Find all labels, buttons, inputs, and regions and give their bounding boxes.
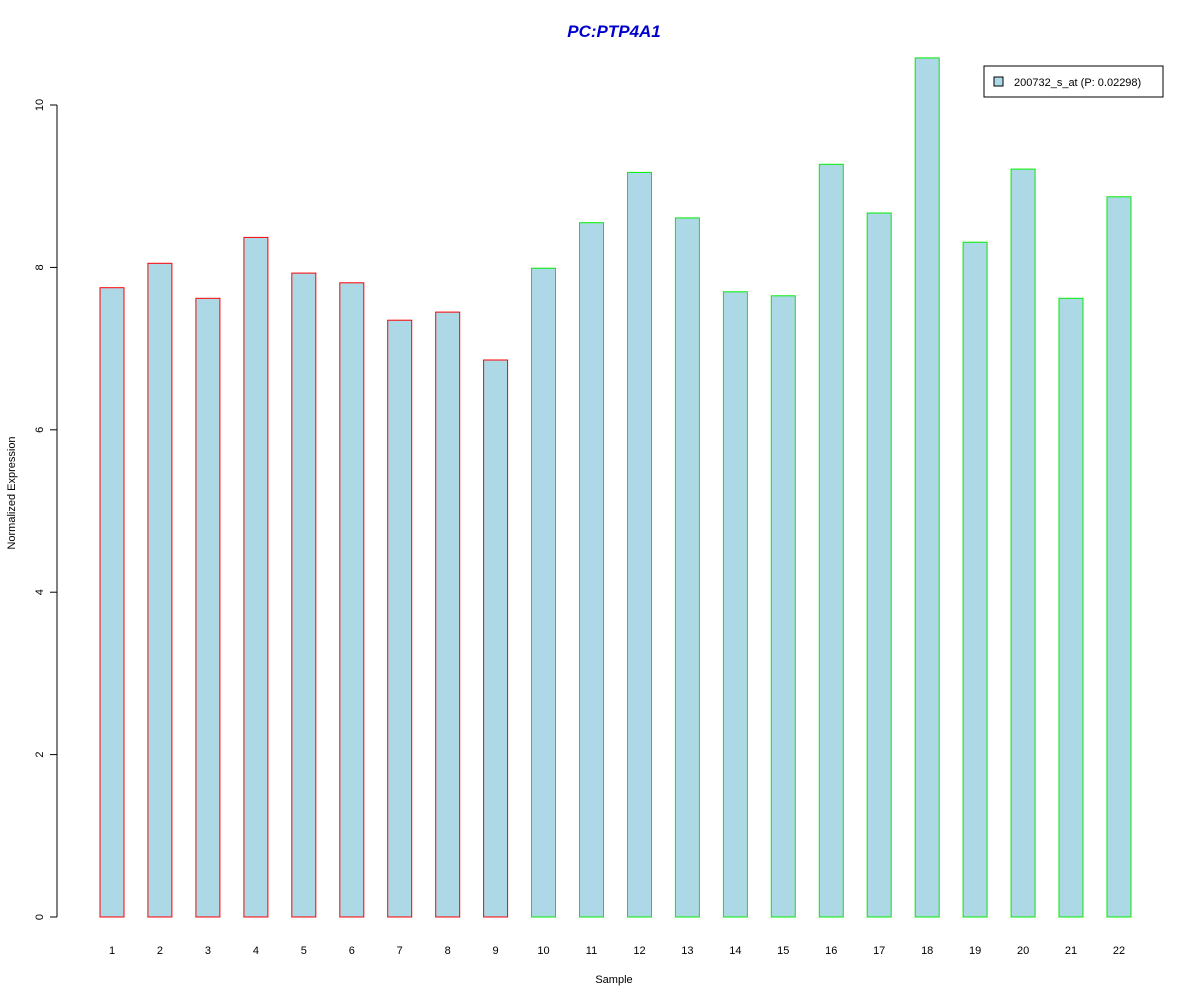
bar-sample-14: [722, 291, 748, 918]
x-tick-label: 11: [586, 945, 597, 957]
bar-sample-7: [387, 319, 413, 918]
x-tick-label: 13: [681, 945, 693, 957]
x-tick-label: 20: [1017, 945, 1029, 957]
x-tick-label: 4: [253, 945, 259, 957]
bar-sample-12: [627, 171, 652, 918]
bar-sample-17: [866, 212, 892, 918]
bar-sample-9: [483, 359, 509, 918]
legend-label: 200732_s_at (P: 0.02298): [1014, 77, 1141, 89]
x-tick-label: 19: [969, 945, 981, 957]
bar-sample-11: [579, 222, 604, 918]
y-tick-label: 8: [34, 264, 46, 270]
bar-sample-13: [674, 217, 700, 918]
x-tick-label: 10: [537, 945, 549, 957]
bar-sample-10: [531, 267, 556, 918]
bar-sample-19: [962, 241, 988, 918]
x-tick-label: 5: [301, 945, 307, 957]
bar-sample-5: [291, 272, 317, 918]
x-tick-label: 14: [729, 945, 741, 957]
legend-box: [983, 65, 1164, 98]
x-tick-label: 7: [397, 945, 403, 957]
legend: 200732_s_at (P: 0.02298): [983, 65, 1164, 98]
x-tick-label: 1: [109, 945, 115, 957]
bar-sample-15: [770, 295, 796, 918]
y-tick-label: 10: [34, 99, 46, 111]
y-tick-label: 2: [34, 752, 46, 758]
x-tick-label: 9: [493, 945, 499, 957]
x-tick-label: 2: [157, 945, 163, 957]
x-axis-label: Sample: [595, 974, 632, 986]
bar-sample-2: [147, 262, 173, 918]
y-axis: 0 2 4 6 8 10: [34, 99, 58, 920]
bar-sample-1: [99, 287, 125, 918]
x-tick-label: 22: [1113, 945, 1125, 957]
y-tick-label: 6: [34, 427, 46, 433]
x-tick-label: 21: [1065, 945, 1077, 957]
bar-sample-16: [818, 163, 844, 918]
legend-swatch: [993, 76, 1004, 87]
bar-sample-4: [243, 236, 269, 918]
bar-sample-8: [435, 311, 461, 918]
bars: [99, 57, 1132, 918]
x-tick-label: 15: [777, 945, 789, 957]
bar-sample-22: [1106, 196, 1132, 918]
y-tick-label: 4: [34, 589, 46, 595]
y-tick-label: 0: [34, 914, 46, 920]
x-tick-label: 12: [633, 945, 645, 957]
bar-sample-3: [195, 297, 221, 918]
x-axis-ticks: 1 2 3 4 5 6 7 8 9 10 11 12 13 14 15 16 17 18 19 20 21 22: [109, 945, 1125, 957]
bar-sample-20: [1010, 168, 1036, 918]
x-tick-label: 16: [825, 945, 837, 957]
x-tick-label: 6: [349, 945, 355, 957]
x-tick-label: 3: [205, 945, 211, 957]
y-axis-label: Normalized Expression: [6, 436, 18, 549]
x-tick-label: 18: [921, 945, 933, 957]
bar-sample-6: [339, 282, 365, 918]
x-tick-label: 17: [873, 945, 885, 957]
bar-sample-21: [1058, 297, 1084, 918]
chart-title: PC:PTP4A1: [567, 22, 661, 41]
x-tick-label: 8: [445, 945, 451, 957]
bar-sample-18: [914, 57, 940, 918]
